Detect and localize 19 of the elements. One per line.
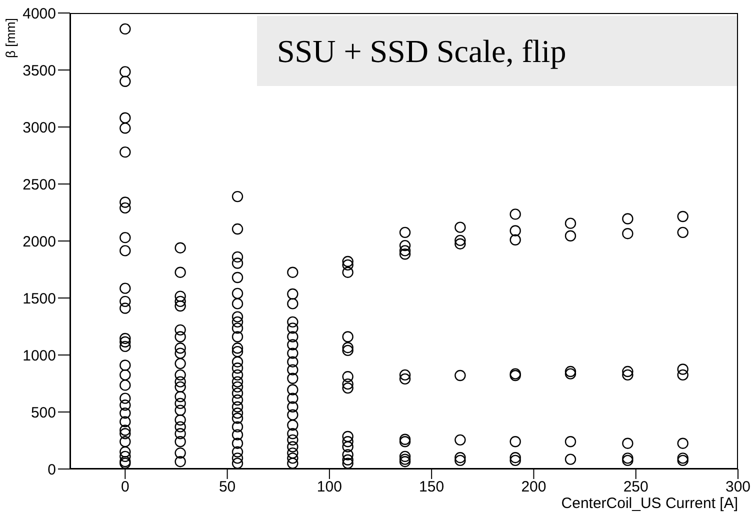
y-tick-label: 2500 <box>22 176 56 194</box>
x-axis-title: CenterCoil_US Current [A] <box>561 495 738 513</box>
x-tick-label: 300 <box>725 478 751 496</box>
x-tick-label: 100 <box>316 478 342 496</box>
x-tick-label: 150 <box>419 478 444 496</box>
x-tick-label: 50 <box>218 478 236 496</box>
x-tick-label: 0 <box>120 478 130 496</box>
y-tick-label: 0 <box>48 461 56 478</box>
y-tick-label: 3000 <box>22 119 56 136</box>
y-tick-label: 3500 <box>22 62 56 80</box>
text: SSU + SSD Scale, flip <box>277 32 566 71</box>
y-tick-label: 500 <box>30 404 56 422</box>
x-tick-label: 250 <box>623 478 648 496</box>
y-tick-label: 1500 <box>22 290 56 308</box>
y-tick-label: 4000 <box>22 5 56 22</box>
x-tick-label: 200 <box>521 478 546 496</box>
y-tick-label: 1000 <box>22 347 56 364</box>
y-axis-title: β [mm] <box>3 18 18 58</box>
y-tick-label: 2000 <box>22 233 56 250</box>
